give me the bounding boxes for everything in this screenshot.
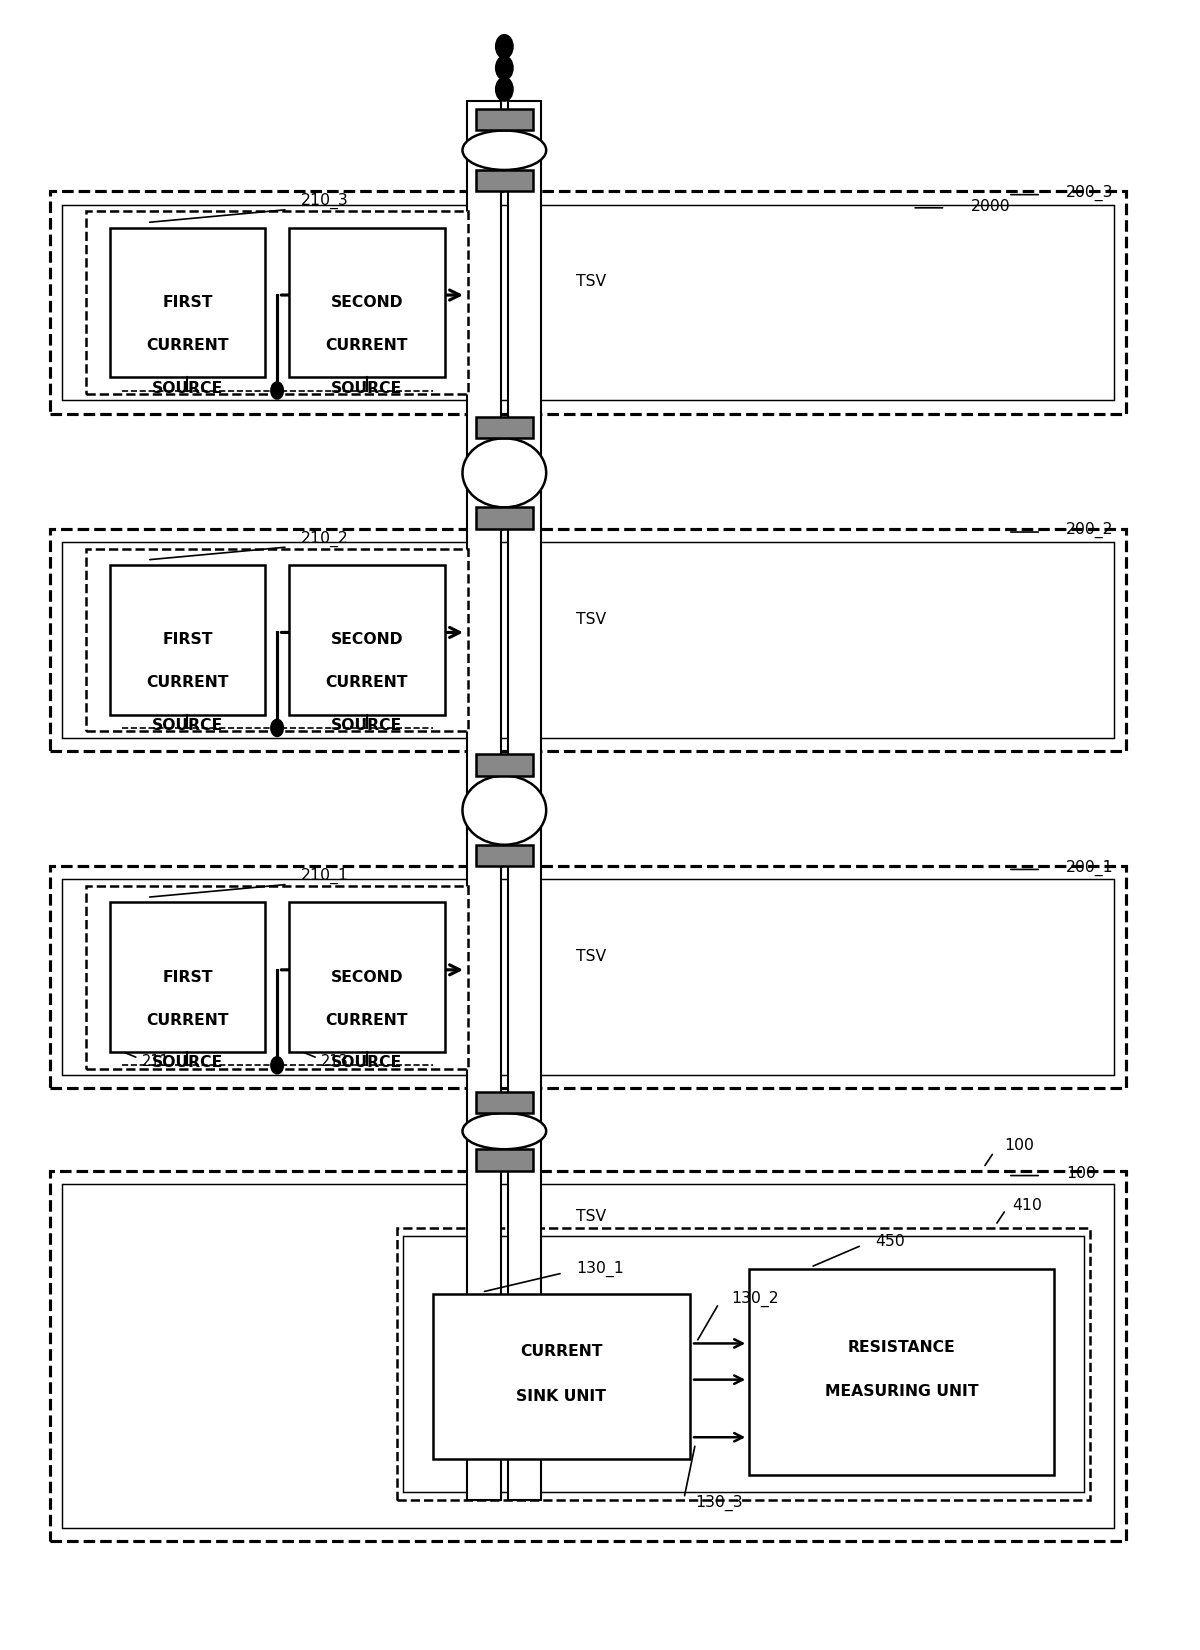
Bar [289, 228, 444, 378]
Text: 200_1: 200_1 [1067, 860, 1114, 876]
Circle shape [271, 1058, 283, 1074]
Text: 130_3: 130_3 [696, 1495, 743, 1511]
Text: CURRENT: CURRENT [520, 1345, 602, 1360]
Text: 210_2: 210_2 [301, 531, 349, 546]
Text: 100: 100 [1004, 1138, 1034, 1153]
Bar [62, 205, 1115, 401]
Text: 2000: 2000 [971, 198, 1010, 213]
Text: SINK UNIT: SINK UNIT [516, 1389, 606, 1404]
Text: SOURCE: SOURCE [152, 381, 223, 396]
Bar [289, 564, 444, 714]
Bar [475, 507, 533, 528]
Bar [109, 228, 265, 378]
Bar [475, 170, 533, 191]
Text: 210_3: 210_3 [301, 193, 349, 210]
Text: SOURCE: SOURCE [331, 1056, 402, 1071]
Bar [475, 109, 533, 130]
Text: RESISTANCE: RESISTANCE [848, 1340, 956, 1355]
Bar [475, 417, 533, 439]
Text: CURRENT: CURRENT [325, 675, 408, 690]
Text: SECOND: SECOND [330, 970, 403, 985]
Bar [109, 564, 265, 714]
Text: FIRST: FIRST [162, 970, 212, 985]
Text: CURRENT: CURRENT [325, 1013, 408, 1028]
Text: 211: 211 [142, 1054, 170, 1069]
Bar [475, 1092, 533, 1114]
Text: 213: 213 [322, 1054, 349, 1069]
Ellipse shape [462, 130, 546, 170]
Bar [50, 1170, 1126, 1541]
Text: 130_1: 130_1 [576, 1261, 624, 1277]
Text: SOURCE: SOURCE [152, 1056, 223, 1071]
Text: 130_2: 130_2 [732, 1290, 779, 1307]
Bar [62, 1183, 1115, 1528]
Bar [50, 866, 1126, 1089]
Text: 200_3: 200_3 [1067, 185, 1114, 201]
Bar [85, 886, 468, 1069]
Circle shape [271, 719, 283, 736]
Ellipse shape [462, 776, 546, 845]
Bar [62, 541, 1115, 738]
Text: 410: 410 [1013, 1198, 1043, 1213]
Circle shape [496, 56, 512, 79]
Text: 100: 100 [1067, 1167, 1097, 1181]
Text: TSV: TSV [576, 274, 606, 289]
Bar [475, 754, 533, 776]
Bar [85, 548, 468, 731]
Text: TSV: TSV [576, 612, 606, 627]
Bar [62, 879, 1115, 1076]
Bar [85, 211, 468, 394]
Text: SOURCE: SOURCE [152, 718, 223, 733]
Text: 200_2: 200_2 [1067, 523, 1114, 538]
Ellipse shape [462, 1114, 546, 1150]
Ellipse shape [462, 439, 546, 507]
Text: SECOND: SECOND [330, 295, 403, 310]
Text: FIRST: FIRST [162, 295, 212, 310]
Text: TSV: TSV [576, 949, 606, 964]
Bar [467, 101, 500, 1500]
Bar [475, 1150, 533, 1170]
Text: SECOND: SECOND [330, 632, 403, 647]
Bar [289, 903, 444, 1053]
Text: 450: 450 [875, 1234, 905, 1249]
Bar [508, 101, 541, 1500]
Bar [432, 1294, 690, 1459]
Bar [750, 1269, 1055, 1475]
Circle shape [496, 35, 512, 58]
Text: CURRENT: CURRENT [325, 338, 408, 353]
Bar [403, 1236, 1085, 1492]
Text: MEASURING UNIT: MEASURING UNIT [826, 1384, 979, 1399]
Bar [109, 903, 265, 1053]
Circle shape [271, 383, 283, 399]
Bar [475, 845, 533, 866]
Text: SOURCE: SOURCE [331, 381, 402, 396]
Text: FIRST: FIRST [162, 632, 212, 647]
Text: CURRENT: CURRENT [146, 338, 229, 353]
Bar [397, 1228, 1091, 1500]
Text: SOURCE: SOURCE [331, 718, 402, 733]
Bar [50, 191, 1126, 414]
Text: TSV: TSV [576, 1209, 606, 1224]
Bar [50, 528, 1126, 751]
Text: 210_1: 210_1 [301, 868, 349, 884]
Text: CURRENT: CURRENT [146, 1013, 229, 1028]
Circle shape [496, 78, 512, 101]
Text: CURRENT: CURRENT [146, 675, 229, 690]
